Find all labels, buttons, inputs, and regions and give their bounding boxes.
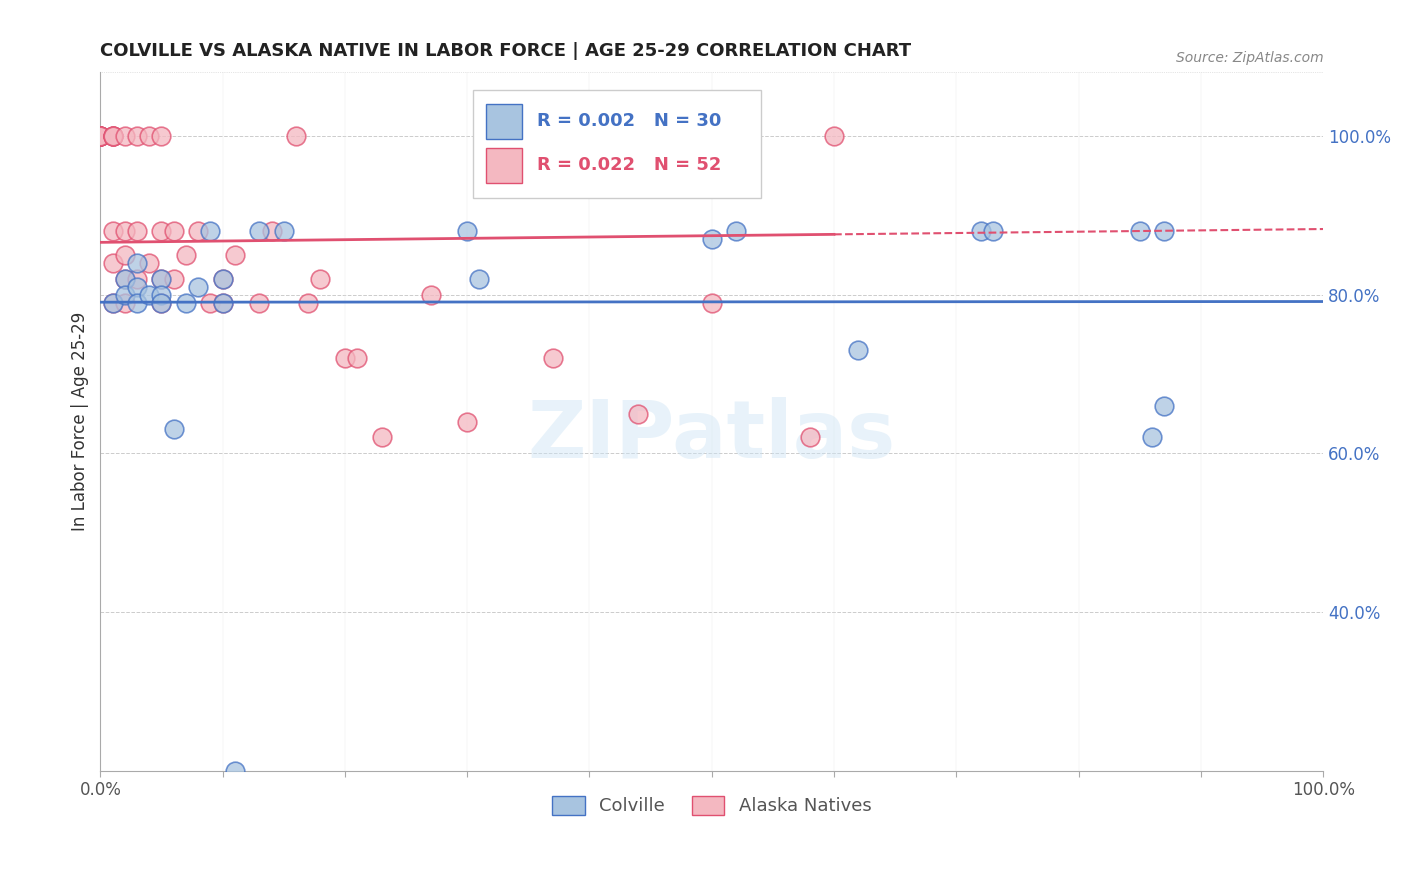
Point [150,128,173,143]
Point [150,271,173,285]
Point [1153,224,1175,238]
Point [247,295,270,310]
Point [101,128,124,143]
Point [700,232,723,246]
Point [138,287,160,301]
Point [200,295,222,310]
Point [125,224,148,238]
Point [297,295,319,310]
Y-axis label: In Labor Force | Age 25-29: In Labor Force | Age 25-29 [72,312,89,531]
Point [114,248,136,262]
Point [125,271,148,285]
Text: Source: ZipAtlas.com: Source: ZipAtlas.com [1175,52,1323,65]
FancyBboxPatch shape [474,90,761,198]
Point [101,128,124,143]
Point [150,295,173,310]
Point [224,248,246,262]
Point [89,128,111,143]
Point [1140,430,1163,444]
Point [114,128,136,143]
Point [125,279,148,293]
Point [211,295,233,310]
Point [187,279,209,293]
Point [114,224,136,238]
Point [89,128,111,143]
Point [89,128,111,143]
Point [211,271,233,285]
Point [114,287,136,301]
Point [138,256,160,270]
Point [114,271,136,285]
Point [541,351,564,365]
Point [101,128,124,143]
Point [101,256,124,270]
Point [848,343,870,358]
Point [456,415,478,429]
Point [260,224,283,238]
Point [138,128,160,143]
Point [174,295,197,310]
Point [150,271,173,285]
Point [101,128,124,143]
Point [725,224,748,238]
Point [981,224,1004,238]
Point [419,287,441,301]
Point [970,224,993,238]
Point [163,271,186,285]
Point [799,430,821,444]
Point [1129,224,1152,238]
Point [200,224,222,238]
Point [163,224,186,238]
Text: COLVILLE VS ALASKA NATIVE IN LABOR FORCE | AGE 25-29 CORRELATION CHART: COLVILLE VS ALASKA NATIVE IN LABOR FORCE… [100,42,911,60]
Point [333,351,356,365]
Point [89,128,111,143]
Point [468,271,491,285]
Point [89,128,111,143]
Text: R = 0.002   N = 30: R = 0.002 N = 30 [537,112,721,130]
Point [125,295,148,310]
Point [150,224,173,238]
Point [285,128,308,143]
Point [1153,399,1175,413]
Point [247,224,270,238]
Point [370,430,392,444]
Point [823,128,845,143]
Point [101,224,124,238]
Point [700,295,723,310]
Point [211,271,233,285]
Point [627,407,650,421]
Point [101,295,124,310]
Point [456,224,478,238]
Text: ZIPatlas: ZIPatlas [527,397,896,475]
Point [89,128,111,143]
Point [346,351,368,365]
Point [101,295,124,310]
Point [89,128,111,143]
Point [125,256,148,270]
Text: R = 0.022   N = 52: R = 0.022 N = 52 [537,156,721,174]
Point [114,271,136,285]
FancyBboxPatch shape [485,103,522,139]
Point [211,295,233,310]
Point [187,224,209,238]
Point [224,764,246,778]
Point [150,295,173,310]
Point [174,248,197,262]
Point [114,295,136,310]
Point [89,128,111,143]
FancyBboxPatch shape [485,148,522,183]
Point [273,224,295,238]
Point [309,271,332,285]
Point [163,422,186,436]
Point [150,287,173,301]
Point [125,128,148,143]
Legend: Colville, Alaska Natives: Colville, Alaska Natives [543,787,880,824]
